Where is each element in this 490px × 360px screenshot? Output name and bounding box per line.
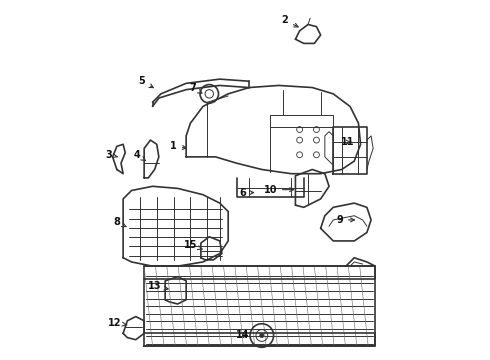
Text: 13: 13 <box>148 281 168 291</box>
Text: 14: 14 <box>236 330 249 341</box>
Text: 4: 4 <box>133 150 146 161</box>
Circle shape <box>260 333 264 338</box>
Text: 9: 9 <box>336 215 354 225</box>
Text: 12: 12 <box>108 318 127 328</box>
Text: 8: 8 <box>113 217 126 227</box>
Text: 1: 1 <box>170 141 186 151</box>
Text: 7: 7 <box>189 82 202 93</box>
Text: 11: 11 <box>341 137 355 147</box>
Text: 15: 15 <box>184 240 202 250</box>
Text: 5: 5 <box>139 76 153 87</box>
Text: 6: 6 <box>240 188 254 198</box>
Text: 2: 2 <box>282 15 298 27</box>
Text: 10: 10 <box>264 185 294 195</box>
Text: 3: 3 <box>105 150 118 160</box>
